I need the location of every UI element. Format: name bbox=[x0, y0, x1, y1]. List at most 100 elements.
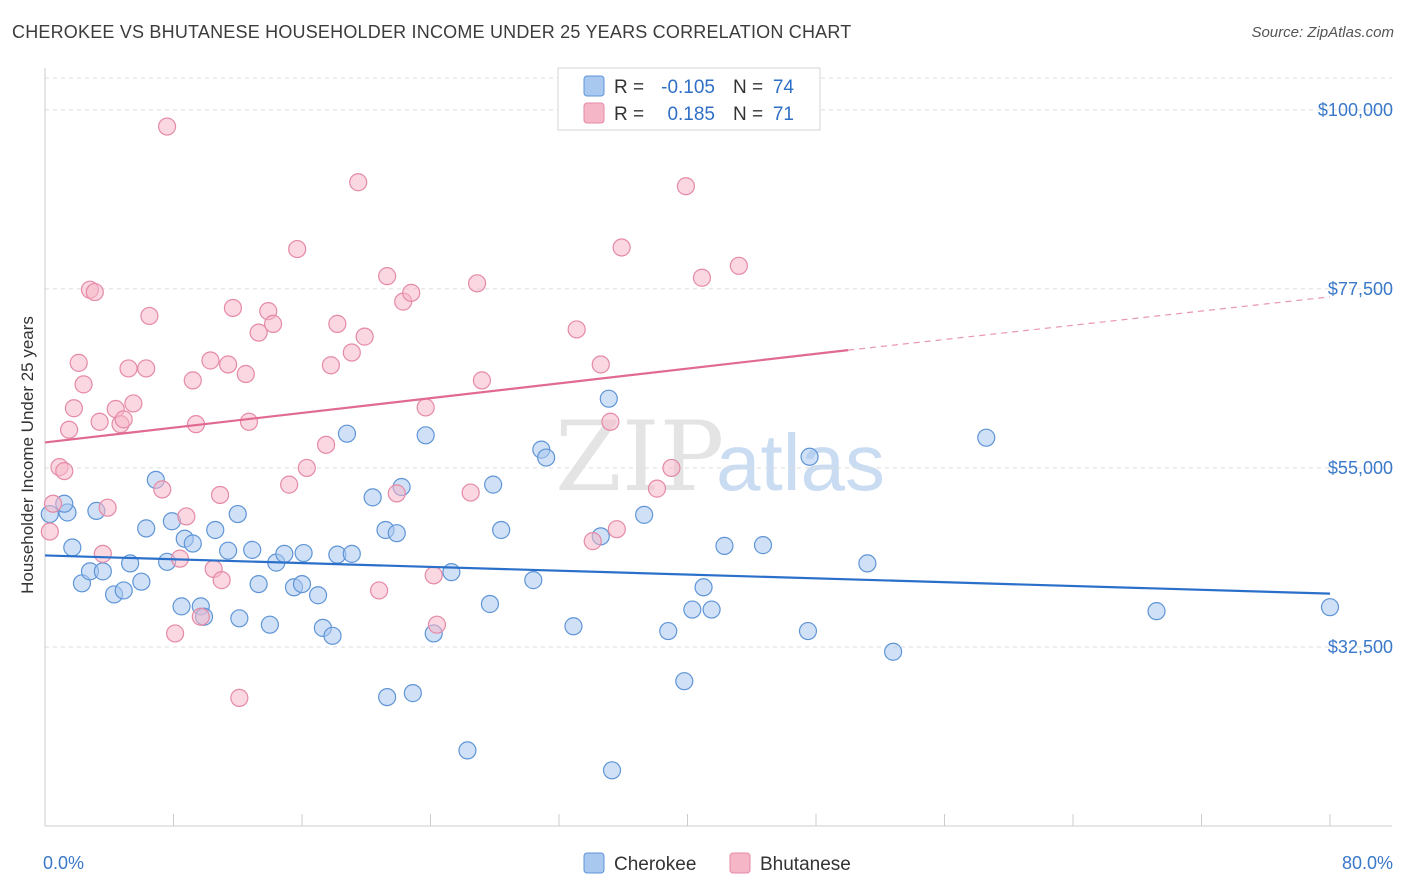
cherokee-point-25 bbox=[249, 574, 268, 594]
cherokee-point-23 bbox=[230, 609, 249, 628]
watermark: ZIP atlas bbox=[555, 401, 885, 513]
cherokee-point-43 bbox=[403, 684, 422, 703]
chart-title: CHEROKEE VS BHUTANESE HOUSEHOLDER INCOME… bbox=[12, 22, 852, 42]
cherokee-point-47 bbox=[458, 741, 477, 760]
cherokee-point-54 bbox=[564, 617, 583, 636]
bhutanese-point-0 bbox=[40, 522, 59, 541]
cherokee-point-34 bbox=[323, 626, 342, 645]
bhutanese-point-32 bbox=[219, 355, 238, 374]
cherokee-point-56 bbox=[599, 389, 618, 408]
cherokee-point-41 bbox=[387, 524, 406, 543]
cherokee-point-30 bbox=[292, 574, 312, 594]
bhutanese-point-35 bbox=[236, 364, 255, 384]
legend-n-label-cherokee: N = bbox=[733, 77, 763, 98]
bhutanese-point-17 bbox=[124, 394, 143, 413]
series-legend-label-bhutanese: Bhutanese bbox=[760, 854, 851, 875]
y-tick-label-1: $55,000 bbox=[1328, 458, 1393, 478]
cherokee-point-58 bbox=[635, 505, 654, 524]
cherokee-point-6 bbox=[93, 562, 112, 581]
cherokee-point-49 bbox=[484, 475, 503, 494]
bhutanese-point-45 bbox=[328, 314, 347, 333]
bhutanese-point-42 bbox=[297, 458, 316, 478]
cherokee-point-15 bbox=[172, 597, 191, 616]
bhutanese-point-22 bbox=[166, 624, 185, 643]
legend-r-label-cherokee: R = bbox=[614, 77, 644, 98]
series-legend-swatch-cherokee bbox=[583, 852, 605, 874]
y-tick-label-3: $100,000 bbox=[1318, 100, 1393, 120]
bhutanese-trend-line bbox=[44, 349, 849, 444]
cherokee-point-40 bbox=[378, 687, 397, 707]
bhutanese-point-65 bbox=[612, 238, 631, 257]
source-credit: Source: ZipAtlas.com bbox=[1251, 24, 1394, 41]
bhutanese-point-64 bbox=[607, 520, 626, 539]
cherokee-point-70 bbox=[977, 428, 996, 447]
cherokee-point-36 bbox=[337, 424, 357, 443]
cherokee-point-53 bbox=[537, 448, 556, 467]
cherokee-point-69 bbox=[883, 642, 903, 661]
cherokee-point-51 bbox=[524, 571, 543, 590]
bhutanese-point-70 bbox=[729, 256, 749, 275]
bhutanese-point-1 bbox=[43, 494, 63, 513]
bhutanese-point-5 bbox=[64, 399, 84, 418]
bhutanese-point-57 bbox=[461, 483, 480, 502]
bhutanese-point-25 bbox=[183, 371, 202, 390]
x-tick-label-max: 80.0% bbox=[1342, 853, 1393, 873]
bhutanese-point-7 bbox=[74, 375, 93, 394]
bhutanese-point-16 bbox=[119, 359, 138, 378]
bhutanese-point-55 bbox=[424, 566, 443, 585]
cherokee-point-66 bbox=[798, 621, 818, 641]
cherokee-point-65 bbox=[753, 536, 773, 555]
legend-n-value-cherokee: 74 bbox=[773, 77, 795, 98]
bhutanese-point-19 bbox=[140, 306, 159, 326]
bhutanese-point-50 bbox=[378, 267, 397, 286]
bhutanese-point-53 bbox=[402, 283, 421, 302]
trend-lines bbox=[44, 296, 1331, 595]
cherokee-point-50 bbox=[492, 520, 511, 540]
cherokee-point-20 bbox=[206, 520, 225, 540]
bhutanese-point-30 bbox=[210, 485, 230, 505]
bhutanese-point-37 bbox=[249, 323, 268, 342]
cherokee-point-59 bbox=[659, 621, 678, 641]
bhutanese-point-54 bbox=[416, 398, 435, 417]
cherokee-point-64 bbox=[715, 536, 734, 555]
bhutanese-point-59 bbox=[472, 371, 491, 390]
cherokee-point-28 bbox=[275, 544, 294, 563]
bhutanese-point-24 bbox=[177, 507, 196, 526]
bhutanese-point-47 bbox=[349, 173, 368, 192]
legend-r-label-bhutanese: R = bbox=[614, 104, 644, 125]
bhutanese-point-20 bbox=[153, 480, 172, 499]
cherokee-point-60 bbox=[675, 672, 694, 691]
bhutanese-point-18 bbox=[137, 359, 156, 378]
bhutanese-point-9 bbox=[85, 282, 104, 302]
cherokee-point-8 bbox=[114, 581, 133, 600]
cherokee-point-72 bbox=[1320, 598, 1340, 617]
bhutanese-point-48 bbox=[355, 327, 374, 346]
bhutanese-point-40 bbox=[280, 475, 299, 494]
cherokee-points bbox=[40, 389, 1340, 780]
cherokee-point-68 bbox=[858, 554, 877, 573]
cherokee-point-32 bbox=[308, 586, 328, 605]
legend-swatch-cherokee bbox=[583, 75, 605, 97]
bhutanese-point-68 bbox=[676, 177, 695, 196]
legend-r-value-cherokee: -0.105 bbox=[661, 77, 715, 98]
bhutanese-point-36 bbox=[239, 412, 259, 431]
bhutanese-point-27 bbox=[191, 607, 210, 626]
cherokee-point-37 bbox=[342, 544, 361, 563]
cherokee-point-31 bbox=[294, 543, 313, 563]
bhutanese-point-51 bbox=[387, 484, 406, 503]
y-tick-labels: $32,500 $55,000 $77,500 $100,000 bbox=[1318, 100, 1393, 657]
cherokee-point-57 bbox=[602, 761, 622, 780]
cherokee-point-62 bbox=[694, 578, 713, 597]
bhutanese-point-67 bbox=[662, 458, 681, 478]
bhutanese-point-63 bbox=[601, 412, 620, 431]
bhutanese-point-4 bbox=[59, 420, 79, 439]
bhutanese-point-58 bbox=[467, 274, 487, 293]
cherokee-point-21 bbox=[219, 541, 238, 560]
bhutanese-point-69 bbox=[692, 268, 712, 287]
cherokee-point-26 bbox=[260, 615, 279, 634]
bhutanese-point-49 bbox=[370, 581, 389, 600]
y-tick-label-2: $77,500 bbox=[1328, 279, 1393, 299]
bhutanese-point-39 bbox=[263, 314, 283, 333]
bhutanese-point-61 bbox=[583, 532, 602, 551]
